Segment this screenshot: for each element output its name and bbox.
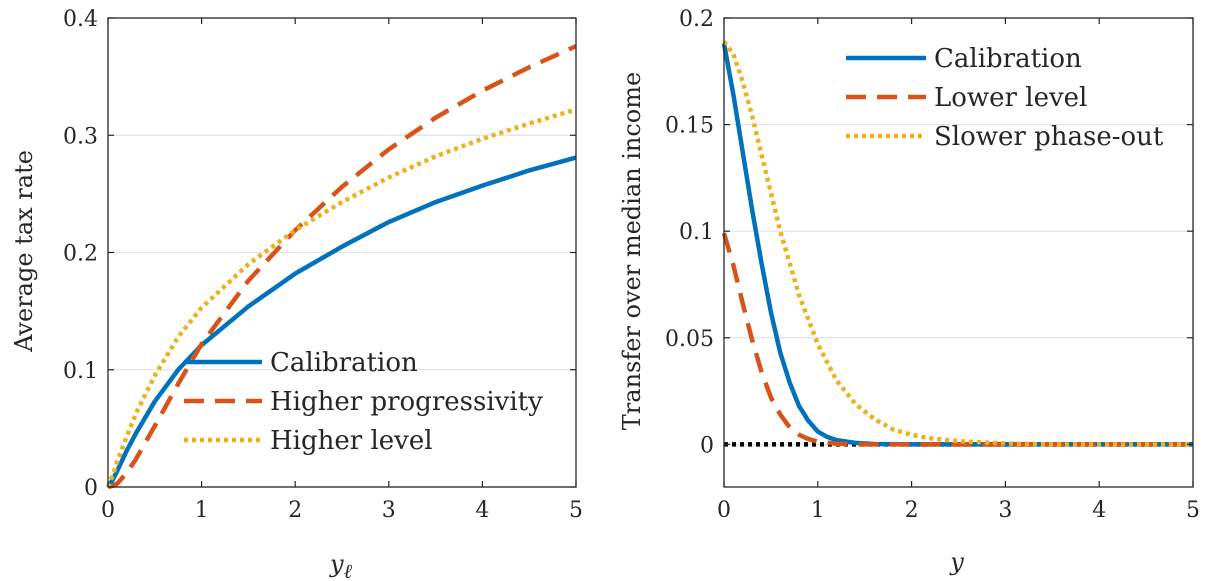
y-tick-label: 0.1 [679, 220, 714, 245]
x-tick-label: 0 [101, 498, 115, 523]
x-tick-label: 4 [1092, 498, 1106, 523]
legend-label: Calibration [270, 348, 418, 378]
legend-label: Lower level [934, 83, 1087, 113]
panel-transfer: 0 1 2 3 4 5 0 0.05 0.1 0.15 0.2 Calibration Lower l… [618, 7, 1200, 576]
tick-layer: 0 1 2 3 4 5 0 0.1 0.2 0.3 0.4 [63, 7, 583, 523]
x-tick-label: 4 [475, 498, 489, 523]
legend-label: Slower phase-out [934, 122, 1164, 152]
legend: Calibration Higher progressivity Higher le… [184, 348, 543, 456]
x-tick-label: 1 [811, 498, 825, 523]
y-tick-label: 0.2 [63, 242, 98, 267]
x-tick-label: 2 [288, 498, 302, 523]
y-axis-label: Transfer over median income [618, 72, 646, 430]
series-line-calibration [106, 155, 577, 489]
tick-layer: 0 1 2 3 4 5 0 0.05 0.1 0.15 0.2 [665, 7, 1200, 523]
y-tick-label: 0.1 [63, 359, 98, 384]
series-layer [721, 40, 1193, 447]
y-tick-label: 0.15 [665, 114, 714, 139]
legend-label: Calibration [934, 44, 1082, 74]
x-tick-label: 5 [569, 498, 583, 523]
x-tick-label: 3 [998, 498, 1012, 523]
y-tick-label: 0 [700, 433, 714, 458]
y-axis-label: Average tax rate [10, 150, 38, 353]
y-tick-label: 0.4 [63, 7, 98, 32]
legend-label: Higher level [270, 426, 433, 456]
x-tick-label: 2 [905, 498, 919, 523]
x-axis-label: yℓ [329, 550, 353, 581]
series-line-calibration [721, 43, 1193, 447]
y-tick-label: 0.2 [679, 7, 714, 32]
legend: Calibration Lower level Slower phase-out [846, 44, 1164, 152]
y-tick-label: 0 [84, 476, 98, 501]
x-tick-label: 5 [1186, 498, 1200, 523]
plot-frame [723, 17, 1194, 488]
panel-average-tax-rate: 0 1 2 3 4 5 0 0.1 0.2 0.3 0.4 Calibration Higher pr… [10, 7, 583, 581]
y-tick-label: 0.05 [665, 327, 714, 352]
x-tick-label: 3 [382, 498, 396, 523]
series-line-lower-level [721, 232, 1193, 447]
y-tick-label: 0.3 [63, 124, 98, 149]
series-layer [105, 44, 577, 490]
x-axis-label: y [949, 548, 964, 576]
series-line-higher-progressivity [107, 44, 577, 490]
x-axis-label-subscript: ℓ [344, 559, 353, 581]
x-tick-label: 0 [717, 498, 731, 523]
x-tick-label: 1 [195, 498, 209, 523]
legend-label: Higher progressivity [270, 387, 543, 417]
x-axis-label-main: y [329, 550, 344, 578]
series-line-higher-level [105, 107, 577, 488]
